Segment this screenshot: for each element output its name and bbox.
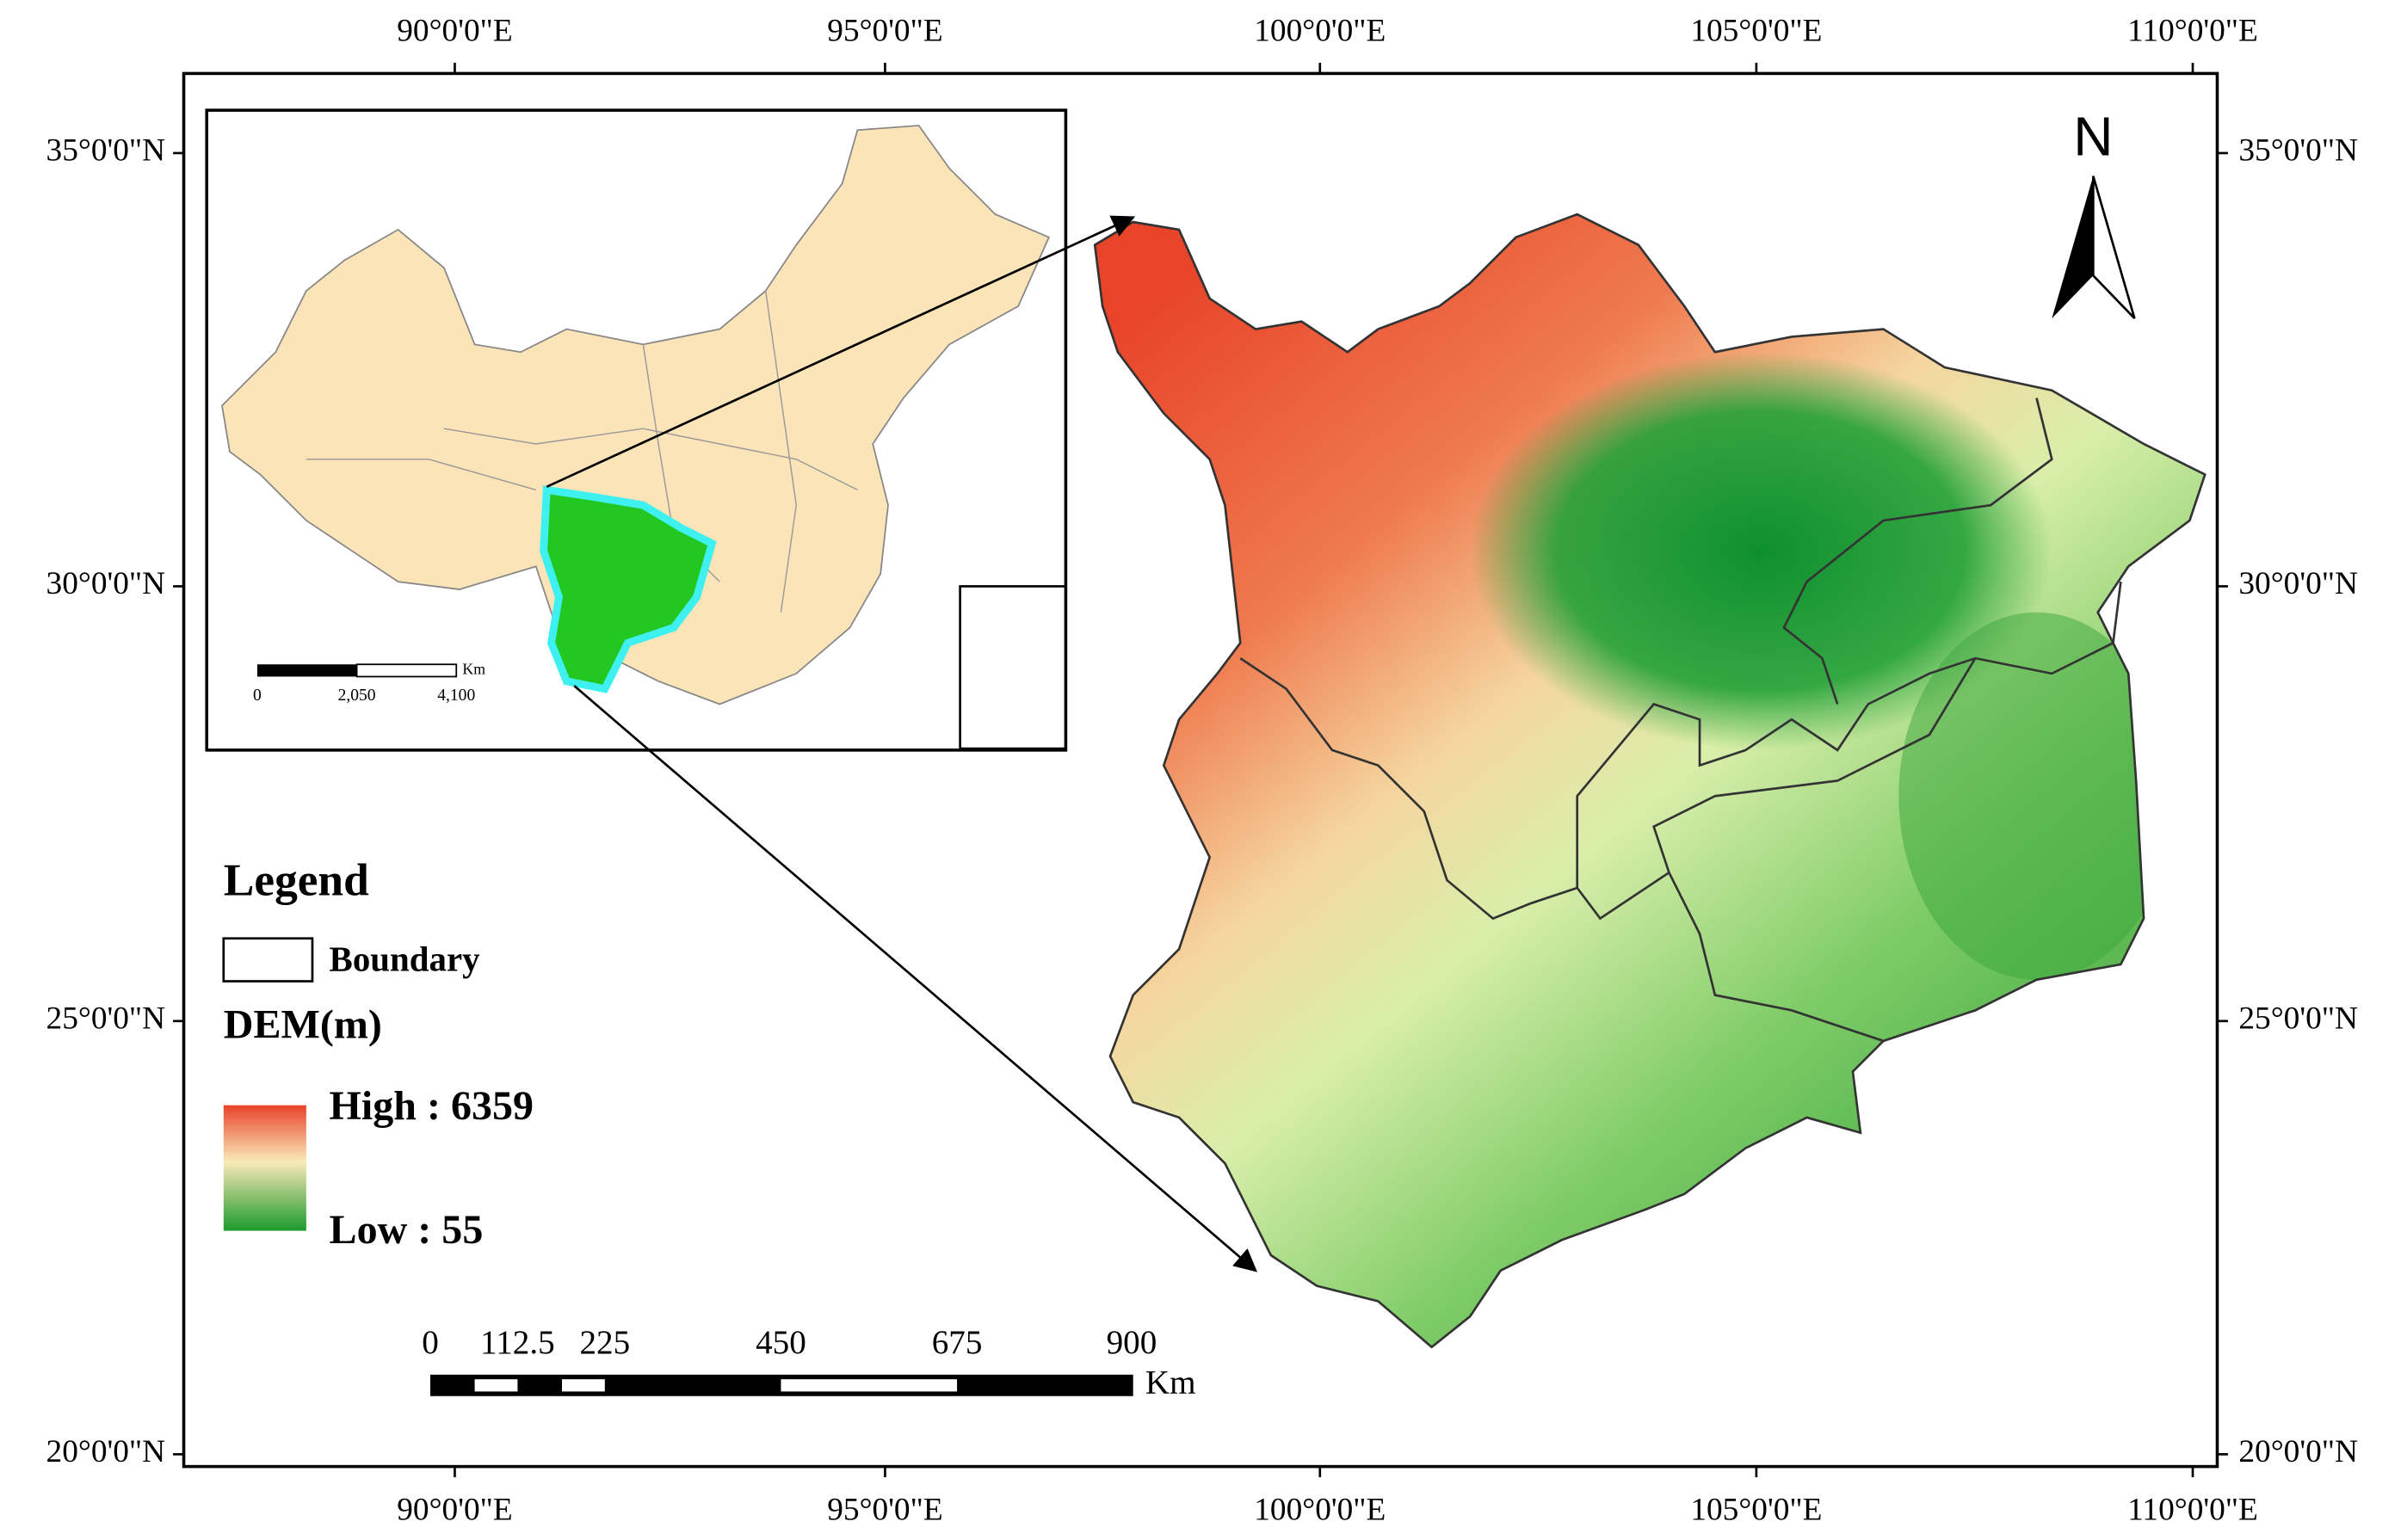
longitude-label: 105°0'0"E — [1690, 1493, 1822, 1528]
china-map — [221, 124, 1051, 705]
inset-scale-white — [355, 663, 458, 678]
longitude-label: 90°0'0"E — [397, 1493, 512, 1528]
inset-scale-label: 0 — [253, 687, 262, 705]
longitude-label: 95°0'0"E — [827, 14, 942, 49]
latitude-label: 20°0'0"N — [46, 1434, 166, 1469]
legend-low: Low : 55 — [330, 1207, 484, 1253]
province-boundaries — [1239, 397, 2122, 1043]
latitude-label: 30°0'0"N — [2238, 566, 2358, 601]
north-arrow — [2052, 176, 2094, 319]
inset-scale-black — [256, 664, 357, 677]
scale-label: 112.5 — [480, 1324, 555, 1361]
longitude-label: 90°0'0"E — [397, 14, 512, 49]
longitude-label: 100°0'0"E — [1254, 14, 1386, 49]
longitude-label: 105°0'0"E — [1690, 14, 1822, 49]
legend-high: High : 6359 — [330, 1083, 534, 1129]
scale-label: 900 — [1107, 1324, 1157, 1361]
scale-label: 450 — [756, 1324, 806, 1361]
latitude-label: 20°0'0"N — [2238, 1434, 2358, 1469]
legend-dem-title: DEM(m) — [224, 1002, 382, 1048]
latitude-label: 30°0'0"N — [46, 566, 166, 601]
boundary-swatch — [222, 937, 314, 983]
longitude-label: 110°0'0"E — [2127, 1493, 2258, 1528]
scale-label: 675 — [932, 1324, 983, 1361]
north-arrow — [2092, 176, 2136, 320]
dem-region — [1095, 214, 2206, 1347]
inset-scale-label: 2,050 — [338, 687, 376, 705]
dem-color-ramp — [223, 1105, 306, 1231]
scale-bar — [430, 1374, 1133, 1396]
legend-boundary: Boundary — [330, 940, 481, 979]
latitude-label: 25°0'0"N — [46, 1001, 166, 1036]
scale-label: 0 — [422, 1324, 439, 1361]
longitude-label: 95°0'0"E — [827, 1493, 942, 1528]
connector — [546, 215, 1136, 489]
longitude-label: 100°0'0"E — [1254, 1493, 1386, 1528]
scale-label: 225 — [579, 1324, 630, 1361]
inset-provinces — [306, 290, 858, 613]
latitude-label: 35°0'0"N — [2238, 133, 2358, 169]
longitude-label: 110°0'0"E — [2127, 14, 2258, 49]
north-label: N — [2073, 106, 2113, 168]
scale-unit: Km — [1145, 1364, 1196, 1401]
connector — [573, 685, 1258, 1272]
inset-scale-unit: Km — [462, 660, 485, 677]
inset-scale-label: 4,100 — [437, 687, 475, 705]
study-area-inset — [540, 485, 717, 693]
latitude-label: 35°0'0"N — [46, 133, 166, 169]
latitude-label: 25°0'0"N — [2238, 1001, 2358, 1036]
map-frame — [182, 71, 2219, 1469]
south-sea-frame — [959, 585, 1067, 750]
legend-title: Legend — [224, 854, 369, 906]
